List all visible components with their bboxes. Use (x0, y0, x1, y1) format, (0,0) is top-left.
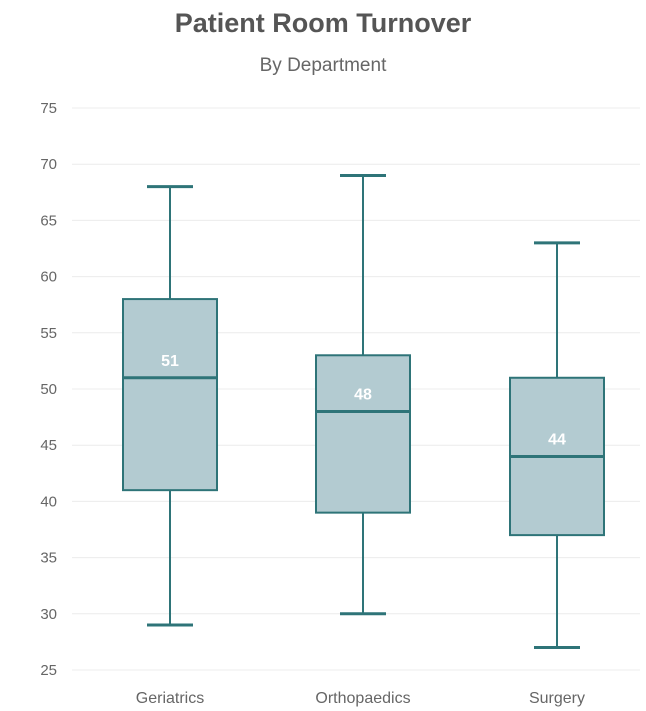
y-tick-label: 35 (40, 550, 57, 567)
box-geriatrics: 51 (122, 185, 218, 627)
y-tick-label: 55 (40, 325, 57, 342)
y-tick-label: 30 (40, 606, 57, 623)
iqr-box (122, 298, 218, 492)
x-category-label: Surgery (529, 690, 585, 707)
y-tick-label: 40 (40, 493, 57, 510)
chart-title: Patient Room Turnover (174, 8, 472, 38)
y-tick-label: 65 (40, 212, 57, 229)
iqr-box (315, 354, 411, 514)
y-tick-label: 25 (40, 662, 57, 679)
box-orthopaedics: 48 (315, 173, 411, 616)
box-surgery: 44 (509, 241, 605, 650)
x-category-label: Orthopaedics (315, 690, 410, 707)
y-tick-label: 60 (40, 269, 57, 286)
median-label: 44 (548, 431, 566, 448)
y-tick-label: 75 (40, 100, 57, 117)
y-tick-label: 50 (40, 381, 57, 398)
y-tick-label: 70 (40, 156, 57, 173)
x-category-label: Geriatrics (136, 690, 204, 707)
median-label: 48 (354, 386, 372, 403)
median-label: 51 (161, 353, 179, 370)
chart-subtitle: By Department (259, 55, 387, 76)
y-tick-label: 45 (40, 437, 57, 454)
